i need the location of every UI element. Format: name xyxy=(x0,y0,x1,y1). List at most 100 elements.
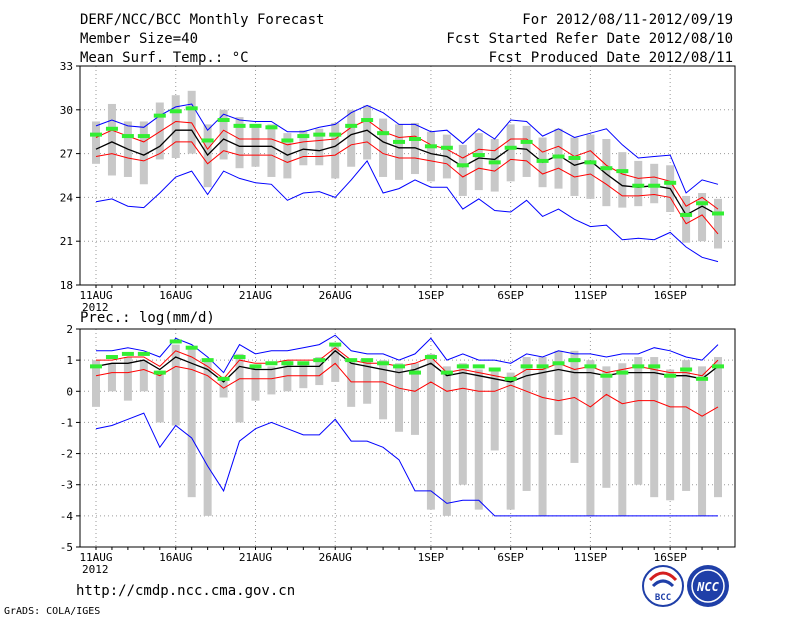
temp-box xyxy=(171,95,180,158)
prec-median-mark xyxy=(297,361,310,366)
prec-ytick-label: -5 xyxy=(60,541,73,554)
prec-box xyxy=(155,372,164,423)
prec-box xyxy=(666,369,675,501)
header-variable: Mean Surf. Temp.: °C xyxy=(80,50,249,66)
prec-median-mark xyxy=(680,367,693,372)
prec-median-mark xyxy=(393,364,406,369)
temp-box xyxy=(586,134,595,199)
temp-median-mark xyxy=(488,160,501,165)
temp-box xyxy=(522,125,531,177)
header-produced-date: Fcst Produced Date 2012/08/11 xyxy=(489,50,733,66)
prec-xtick-label: 16SEP xyxy=(654,551,687,564)
temp-median-mark xyxy=(121,134,134,139)
prec-median-mark xyxy=(648,364,661,369)
temp-series-lower-line xyxy=(95,141,719,235)
prec-xtick-label: 21AUG xyxy=(239,551,272,564)
prec-ytick-label: 1 xyxy=(66,354,73,367)
temp-ytick-label: 27 xyxy=(60,148,73,161)
temp-median-mark xyxy=(377,131,390,136)
prec-xtick-label: 16AUG xyxy=(159,551,192,564)
temp-ytick-label: 30 xyxy=(60,104,73,117)
prec-median-mark xyxy=(217,376,230,381)
prec-xtick-year: 2012 xyxy=(82,563,109,576)
prec-xtick-label: 1SEP xyxy=(418,551,445,564)
prec-box xyxy=(570,350,579,463)
prec-box xyxy=(426,353,435,510)
prec-median-mark xyxy=(345,358,358,363)
bcc-logo-text: BCC xyxy=(655,593,671,603)
temp-median-mark xyxy=(552,154,565,159)
temp-box xyxy=(299,130,308,166)
prec-box xyxy=(171,344,180,426)
prec-median-mark xyxy=(137,351,150,356)
temp-median-mark xyxy=(297,134,310,139)
footer-url[interactable]: http://cmdp.ncc.cma.gov.cn xyxy=(76,583,295,599)
temp-box xyxy=(107,103,116,176)
temp-median-mark xyxy=(520,139,533,144)
header-start-date: Fcst Started Refer Date 2012/08/10 xyxy=(446,31,733,47)
prec-median-mark xyxy=(632,364,645,369)
temp-box xyxy=(363,105,372,160)
temp-median-mark xyxy=(153,113,166,118)
prec-series-max-line xyxy=(96,334,719,374)
bcc-logo: BCC xyxy=(642,565,684,607)
temp-median-mark xyxy=(680,212,693,217)
ncc-logo: NCC xyxy=(687,565,729,607)
prec-series-upper-line xyxy=(96,347,719,380)
temp-median-mark xyxy=(696,201,709,206)
prec-box xyxy=(442,366,451,516)
prec-median-mark xyxy=(536,364,549,369)
prec-box xyxy=(267,366,276,395)
temp-median-mark xyxy=(408,137,421,141)
prec-box xyxy=(522,357,531,491)
prec-series-mean-line xyxy=(95,349,719,383)
prec-median-mark xyxy=(600,373,613,378)
temp-box xyxy=(315,128,324,166)
temp-median-mark xyxy=(137,134,150,139)
temp-box xyxy=(458,144,467,196)
temp-median-mark xyxy=(664,180,677,185)
temp-median-mark xyxy=(616,169,629,174)
prec-box xyxy=(139,360,148,392)
prec-ytick-label: 2 xyxy=(66,323,73,336)
temp-xtick-label: 21AUG xyxy=(239,289,272,302)
temp-median-mark xyxy=(632,183,645,188)
temp-box xyxy=(602,139,611,207)
prec-median-mark xyxy=(233,355,246,360)
header-right: For 2012/08/11-2012/09/19 Fcst Started R… xyxy=(446,12,733,66)
temp-median-mark xyxy=(201,138,214,143)
temp-median-mark xyxy=(105,126,118,131)
ncc-logo-text: NCC xyxy=(696,580,719,594)
temp-box xyxy=(570,137,579,196)
prec-box xyxy=(714,357,722,498)
temp-series-upper-line xyxy=(95,119,719,210)
prec-ytick-label: -2 xyxy=(60,448,73,461)
prec-box xyxy=(602,366,611,488)
prec-box xyxy=(618,363,627,516)
temp-median-mark xyxy=(712,211,724,216)
temp-median-mark xyxy=(345,123,358,128)
temp-box xyxy=(618,152,627,208)
temp-median-mark xyxy=(536,158,549,163)
prec-box xyxy=(698,366,707,516)
header-title: DERF/NCC/BCC Monthly Forecast xyxy=(80,12,324,28)
temp-box xyxy=(235,117,244,169)
temp-median-mark xyxy=(440,145,453,150)
prec-median-mark xyxy=(472,364,485,369)
prec-box xyxy=(538,357,547,516)
prec-median-mark xyxy=(105,355,118,360)
temp-box xyxy=(395,124,404,180)
temp-xtick-year: 2012 xyxy=(82,301,109,314)
temp-box xyxy=(139,121,148,185)
temp-median-mark xyxy=(648,183,661,188)
temp-ytick-label: 18 xyxy=(60,279,73,292)
temp-median-mark xyxy=(169,109,182,114)
temp-xtick-label: 11SEP xyxy=(574,289,607,302)
footer-credit: GrADS: COLA/IGES xyxy=(4,606,100,617)
temp-xtick-label: 16AUG xyxy=(159,289,192,302)
prec-median-mark xyxy=(664,373,677,378)
prec-median-mark xyxy=(488,367,501,372)
prec-box xyxy=(123,357,132,401)
